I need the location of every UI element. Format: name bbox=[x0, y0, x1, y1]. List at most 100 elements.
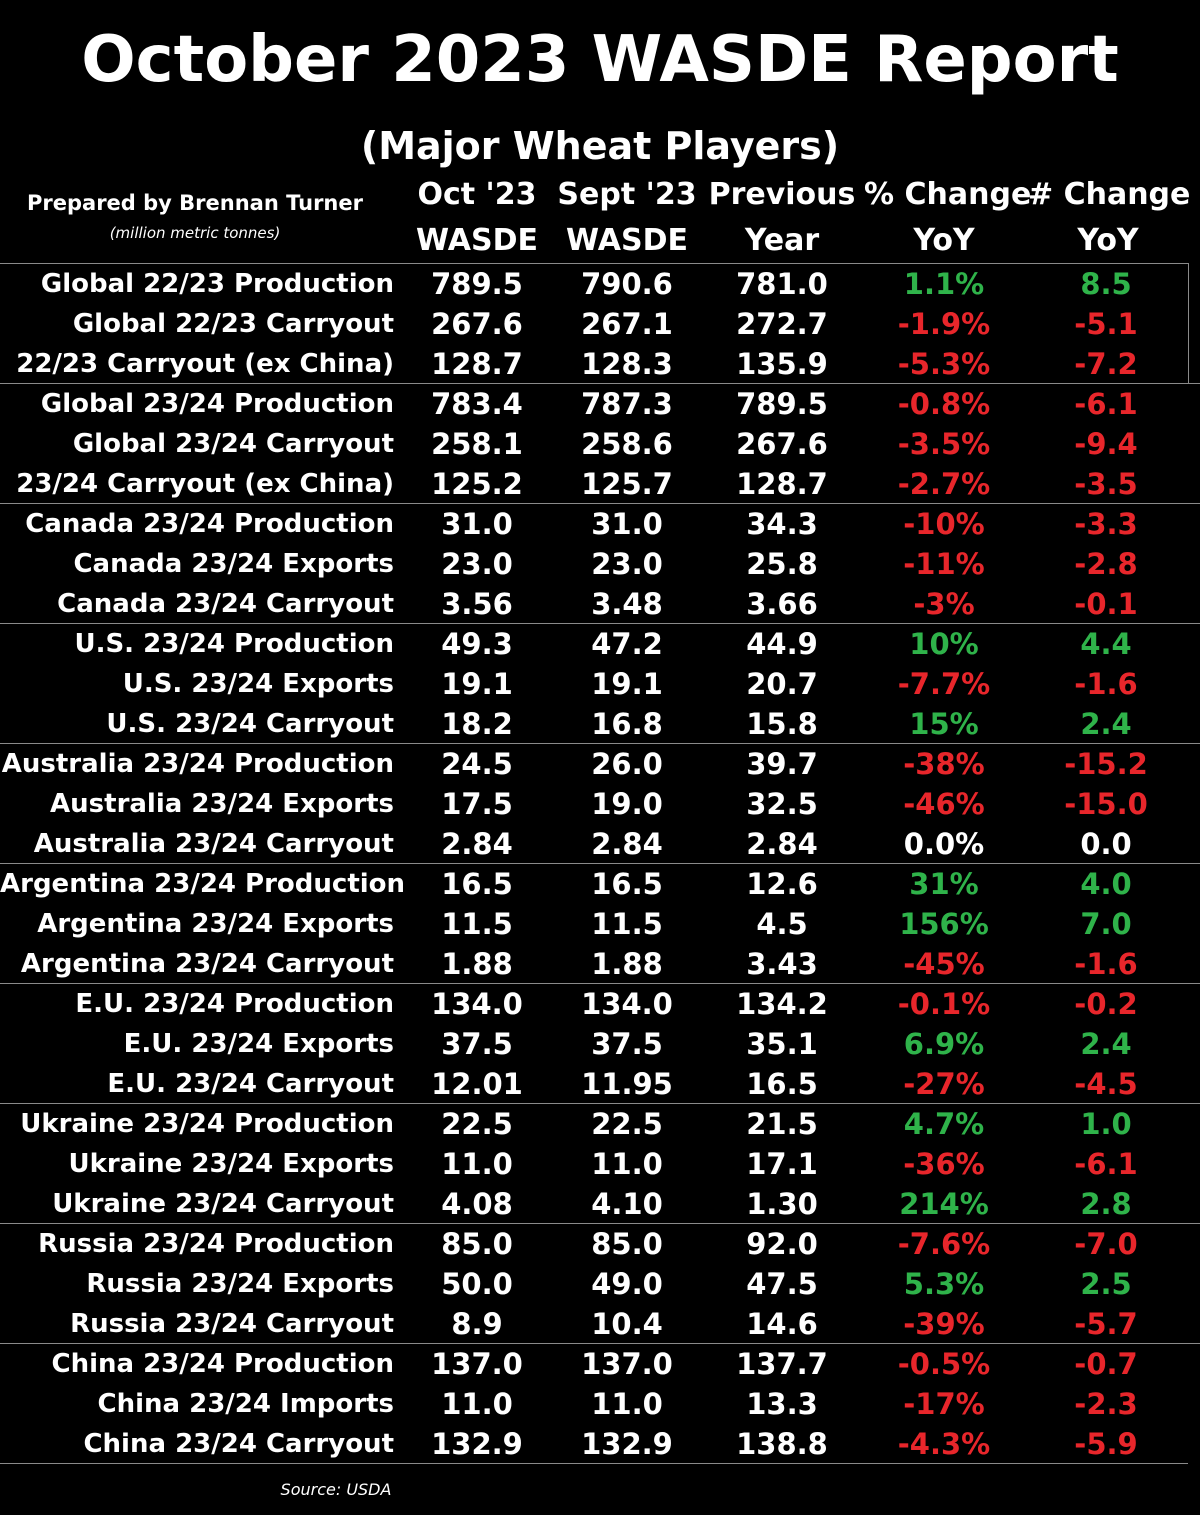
cell-sept-wasde: 19.1 bbox=[591, 667, 663, 701]
cell-num-change: 0.0 bbox=[1080, 827, 1132, 861]
cell-previous-year: 3.43 bbox=[746, 947, 818, 981]
cell-previous-year: 35.1 bbox=[746, 1027, 818, 1061]
table-row: Australia 23/24 Carryout 2.84 2.84 2.84 0.0%… bbox=[0, 824, 1200, 864]
cell-num-change: -15.0 bbox=[1064, 787, 1148, 821]
cell-oct-wasde: 19.1 bbox=[441, 667, 513, 701]
table-row: Russia 23/24 Exports 50.0 49.0 47.5 5.3% 2.5 bbox=[0, 1264, 1200, 1304]
cell-oct-wasde: 3.56 bbox=[441, 587, 513, 621]
cell-pct-change: 0.0% bbox=[903, 827, 985, 861]
cell-sept-wasde: 134.0 bbox=[581, 987, 673, 1021]
cell-pct-change: -1.9% bbox=[897, 307, 991, 341]
header-num-line2: YoY bbox=[1077, 223, 1139, 258]
cell-oct-wasde: 12.01 bbox=[431, 1067, 523, 1101]
cell-oct-wasde: 22.5 bbox=[441, 1107, 513, 1141]
cell-num-change: -7.2 bbox=[1074, 347, 1138, 381]
header-oct-wasde: Oct '23 WASDE bbox=[404, 172, 550, 264]
table-right-border bbox=[1188, 263, 1189, 383]
cell-previous-year: 272.7 bbox=[736, 307, 828, 341]
group-separator bbox=[0, 1103, 1200, 1104]
cell-oct-wasde: 137.0 bbox=[431, 1347, 523, 1381]
row-label: Global 23/24 Production bbox=[40, 389, 394, 419]
cell-num-change: -5.7 bbox=[1074, 1307, 1138, 1341]
group-separator bbox=[0, 383, 1200, 384]
cell-pct-change: -10% bbox=[903, 507, 985, 541]
cell-pct-change: 5.3% bbox=[903, 1267, 985, 1301]
cell-previous-year: 12.6 bbox=[746, 867, 818, 901]
cell-num-change: -9.4 bbox=[1074, 427, 1138, 461]
cell-sept-wasde: 790.6 bbox=[581, 267, 673, 301]
cell-oct-wasde: 16.5 bbox=[441, 867, 513, 901]
table-row: Russia 23/24 Production 85.0 85.0 92.0 -7.6%… bbox=[0, 1224, 1200, 1264]
cell-previous-year: 25.8 bbox=[746, 547, 818, 581]
cell-sept-wasde: 267.1 bbox=[581, 307, 673, 341]
cell-sept-wasde: 1.88 bbox=[591, 947, 663, 981]
cell-oct-wasde: 50.0 bbox=[441, 1267, 513, 1301]
cell-oct-wasde: 4.08 bbox=[441, 1187, 513, 1221]
table-row: Global 22/23 Production 789.5 790.6 781.0 1.… bbox=[0, 264, 1200, 304]
cell-sept-wasde: 11.5 bbox=[591, 907, 663, 941]
cell-sept-wasde: 125.7 bbox=[581, 467, 673, 501]
row-label: E.U. 23/24 Carryout bbox=[107, 1069, 394, 1099]
cell-pct-change: -5.3% bbox=[897, 347, 991, 381]
source-label: Source: USDA bbox=[280, 1480, 392, 1499]
header-pct-line1: % Change bbox=[864, 177, 1032, 212]
row-label: U.S. 23/24 Carryout bbox=[106, 709, 394, 739]
table-row: Australia 23/24 Production 24.5 26.0 39.7 -3… bbox=[0, 744, 1200, 784]
cell-pct-change: -4.3% bbox=[897, 1427, 991, 1461]
cell-pct-change: -0.5% bbox=[897, 1347, 991, 1381]
cell-previous-year: 17.1 bbox=[746, 1147, 818, 1181]
row-label: U.S. 23/24 Exports bbox=[122, 669, 394, 699]
table-row: China 23/24 Imports 11.0 11.0 13.3 -17% -2.3 bbox=[0, 1384, 1200, 1424]
row-label: Ukraine 23/24 Carryout bbox=[52, 1189, 394, 1219]
cell-num-change: 7.0 bbox=[1080, 907, 1132, 941]
table-row: Ukraine 23/24 Carryout 4.08 4.10 1.30 214% 2.… bbox=[0, 1184, 1200, 1224]
cell-num-change: -4.5 bbox=[1074, 1067, 1138, 1101]
cell-oct-wasde: 258.1 bbox=[431, 427, 523, 461]
cell-num-change: -3.3 bbox=[1074, 507, 1138, 541]
cell-pct-change: -0.8% bbox=[897, 387, 991, 421]
cell-oct-wasde: 37.5 bbox=[441, 1027, 513, 1061]
cell-pct-change: -27% bbox=[903, 1067, 985, 1101]
cell-num-change: -1.6 bbox=[1074, 947, 1138, 981]
row-label: Argentina 23/24 Exports bbox=[37, 909, 394, 939]
header-pct-line2: YoY bbox=[913, 223, 975, 258]
row-label: Australia 23/24 Production bbox=[1, 749, 394, 779]
row-label: Global 22/23 Carryout bbox=[72, 309, 394, 339]
page-title: October 2023 WASDE Report bbox=[81, 23, 1119, 97]
cell-sept-wasde: 37.5 bbox=[591, 1027, 663, 1061]
cell-previous-year: 34.3 bbox=[746, 507, 818, 541]
cell-previous-year: 267.6 bbox=[736, 427, 828, 461]
table-row: Canada 23/24 Carryout 3.56 3.48 3.66 -3% -0.1 bbox=[0, 584, 1200, 624]
cell-oct-wasde: 11.5 bbox=[441, 907, 513, 941]
cell-oct-wasde: 49.3 bbox=[441, 627, 513, 661]
table-row: 22/23 Carryout (ex China) 128.7 128.3 135.9… bbox=[0, 344, 1200, 384]
units-label: (million metric tonnes) bbox=[109, 224, 281, 242]
table-row: Canada 23/24 Exports 23.0 23.0 25.8 -11% -2.8 bbox=[0, 544, 1200, 584]
cell-sept-wasde: 132.9 bbox=[581, 1427, 673, 1461]
table-row: China 23/24 Carryout 132.9 132.9 138.8 -4.3%… bbox=[0, 1424, 1200, 1464]
table-row: 23/24 Carryout (ex China) 125.2 125.7 128.7… bbox=[0, 464, 1200, 504]
cell-sept-wasde: 22.5 bbox=[591, 1107, 663, 1141]
row-label: Australia 23/24 Carryout bbox=[33, 829, 394, 859]
cell-num-change: -0.2 bbox=[1074, 987, 1138, 1021]
row-label: 22/23 Carryout (ex China) bbox=[16, 349, 394, 379]
group-separator bbox=[0, 263, 1188, 264]
cell-sept-wasde: 47.2 bbox=[591, 627, 663, 661]
row-label: Canada 23/24 Carryout bbox=[57, 589, 394, 619]
header-num-change: # Change YoY bbox=[1028, 172, 1191, 264]
cell-pct-change: -46% bbox=[903, 787, 985, 821]
cell-oct-wasde: 17.5 bbox=[441, 787, 513, 821]
row-label: E.U. 23/24 Exports bbox=[123, 1029, 394, 1059]
group-separator bbox=[0, 983, 1200, 984]
cell-num-change: -7.0 bbox=[1074, 1227, 1138, 1261]
cell-oct-wasde: 18.2 bbox=[441, 707, 513, 741]
cell-num-change: 8.5 bbox=[1080, 267, 1132, 301]
cell-num-change: -2.8 bbox=[1074, 547, 1138, 581]
header-pct-change: % Change YoY bbox=[864, 172, 1032, 264]
header-num-line1: # Change bbox=[1028, 177, 1191, 212]
cell-sept-wasde: 11.0 bbox=[591, 1147, 663, 1181]
row-label: Global 23/24 Carryout bbox=[72, 429, 394, 459]
cell-oct-wasde: 85.0 bbox=[441, 1227, 513, 1261]
cell-previous-year: 128.7 bbox=[736, 467, 828, 501]
table-row: Argentina 23/24 Exports 11.5 11.5 4.5 156% 7.… bbox=[0, 904, 1200, 944]
